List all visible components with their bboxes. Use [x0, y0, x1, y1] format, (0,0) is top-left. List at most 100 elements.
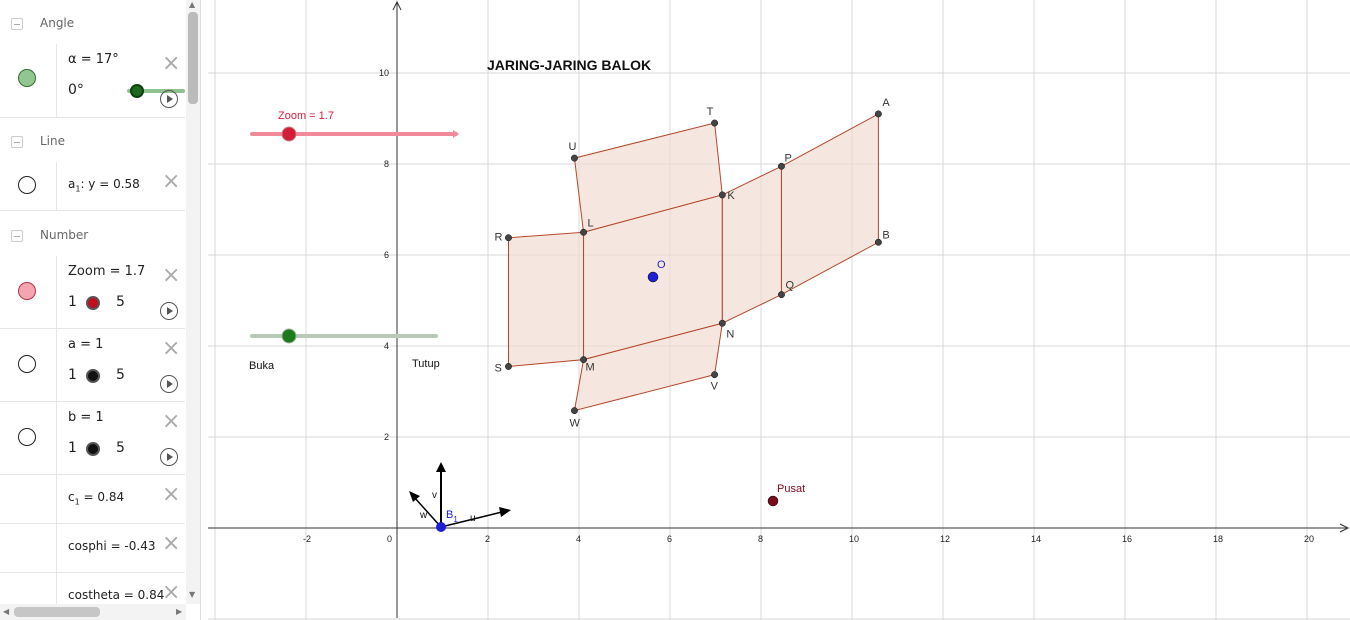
- a-row[interactable]: a = 1 1 5 ×: [0, 329, 185, 402]
- point-r[interactable]: [505, 234, 512, 242]
- x-tick-label: 4: [576, 534, 581, 544]
- zoom-slider-arrow-icon: [453, 130, 459, 138]
- icon-column: [0, 524, 57, 572]
- point-label-u: U: [568, 141, 576, 153]
- point-label-a: A: [882, 97, 890, 109]
- category-line[interactable]: Line: [0, 118, 185, 163]
- point-m[interactable]: [580, 356, 587, 364]
- play-icon[interactable]: [160, 90, 178, 108]
- category-number[interactable]: Number: [0, 212, 185, 257]
- zoom-definition[interactable]: Zoom = 1.7: [68, 264, 146, 279]
- vertical-scrollbar-thumb[interactable]: [188, 12, 198, 104]
- face-pabq[interactable]: [780, 113, 879, 296]
- point-n[interactable]: [718, 319, 726, 327]
- vertical-scrollbar[interactable]: ▲ ▼: [186, 0, 200, 604]
- cosphi-row[interactable]: cosphi = -0.43 ×: [0, 524, 185, 573]
- zoom-slider-label: Zoom = 1.7: [278, 110, 334, 122]
- x-tick-label: -2: [303, 534, 311, 544]
- visibility-marble-icon[interactable]: [18, 69, 36, 87]
- center-point-o[interactable]: [647, 271, 659, 283]
- point-t[interactable]: [711, 119, 719, 127]
- zoom-slider-knob[interactable]: [281, 126, 297, 142]
- scroll-up-icon[interactable]: ▲: [189, 0, 196, 9]
- point-q[interactable]: [778, 291, 785, 299]
- delete-icon[interactable]: ×: [162, 51, 181, 76]
- y-tick-label: 4: [384, 341, 389, 351]
- alpha-slider-min: 0°: [68, 82, 84, 98]
- c1-definition[interactable]: c1 = 0.84: [68, 490, 125, 507]
- net-faces[interactable]: [507, 113, 879, 412]
- cosphi-definition[interactable]: cosphi = -0.43: [68, 539, 156, 553]
- play-icon[interactable]: [160, 448, 178, 466]
- costheta-definition[interactable]: costheta = 0.84: [68, 588, 165, 602]
- point-b[interactable]: [874, 238, 882, 246]
- delete-icon[interactable]: ×: [162, 482, 181, 507]
- axes: [208, 0, 1350, 618]
- play-icon[interactable]: [160, 375, 178, 393]
- collapse-toggle-icon[interactable]: [11, 136, 23, 148]
- costheta-row[interactable]: costheta = 0.84 ×: [0, 573, 185, 605]
- point-k[interactable]: [718, 191, 726, 199]
- a-slider-max: 5: [116, 367, 125, 383]
- scroll-left-icon[interactable]: ◀: [3, 607, 10, 616]
- icon-column: [0, 256, 57, 328]
- alpha-slider-track[interactable]: [127, 89, 185, 93]
- point-label-l: L: [588, 217, 594, 229]
- point-v[interactable]: [711, 371, 719, 379]
- category-title: Angle: [40, 16, 75, 30]
- b-definition[interactable]: b = 1: [68, 410, 104, 425]
- horizontal-scrollbar-thumb[interactable]: [14, 607, 100, 617]
- delete-icon[interactable]: ×: [162, 531, 181, 556]
- point-u[interactable]: [571, 154, 578, 162]
- a-definition[interactable]: a = 1: [68, 337, 104, 352]
- visibility-marble-icon[interactable]: [18, 282, 36, 300]
- point-w[interactable]: [571, 407, 578, 415]
- visibility-marble-icon[interactable]: [18, 428, 36, 446]
- point-a[interactable]: [874, 110, 882, 118]
- visibility-marble-icon[interactable]: [18, 355, 36, 373]
- line-a1-row[interactable]: a1: y = 0.58 ×: [0, 162, 185, 211]
- alpha-slider-knob[interactable]: [130, 84, 144, 98]
- origin-label: B1: [446, 509, 458, 524]
- collapse-toggle-icon[interactable]: [11, 230, 23, 242]
- delete-icon[interactable]: ×: [162, 409, 181, 434]
- play-icon[interactable]: [160, 302, 178, 320]
- b-row[interactable]: b = 1 1 5 ×: [0, 402, 185, 475]
- zoom-slider-knob[interactable]: [86, 296, 100, 310]
- grid: [208, 0, 1350, 620]
- category-title: Line: [40, 134, 66, 148]
- a-slider-knob[interactable]: [86, 369, 100, 383]
- zoom-row[interactable]: Zoom = 1.7 1 5 ×: [0, 256, 185, 329]
- point-s[interactable]: [505, 363, 512, 370]
- point-label-p: P: [784, 152, 791, 164]
- point-p[interactable]: [778, 162, 785, 170]
- point-label-s: S: [494, 362, 501, 374]
- face-rlms[interactable]: [507, 231, 585, 368]
- delete-icon[interactable]: ×: [162, 169, 181, 194]
- x-tick-label: 2: [485, 534, 490, 544]
- alpha-definition[interactable]: α = 17°: [68, 52, 119, 67]
- open-slider-knob[interactable]: [281, 328, 297, 344]
- delete-icon[interactable]: ×: [162, 336, 181, 361]
- y-tick-label: 6: [384, 250, 389, 260]
- visibility-marble-icon[interactable]: [18, 176, 36, 194]
- line-a1-definition[interactable]: a1: y = 0.58: [68, 177, 140, 194]
- pusat-point[interactable]: [767, 495, 779, 507]
- point-l[interactable]: [580, 228, 587, 236]
- graphics-view[interactable]: -2 0 2 4 6 8 10 12 14 16 18 20 2 4 6 8 10 A B P Q T U K L R N M S V W…: [208, 0, 1350, 620]
- delete-icon[interactable]: ×: [162, 263, 181, 288]
- v-axis-label: v: [432, 490, 437, 501]
- category-angle[interactable]: Angle: [0, 0, 185, 45]
- point-label-v: V: [711, 381, 719, 393]
- c1-row[interactable]: c1 = 0.84 ×: [0, 475, 185, 524]
- b-slider-knob[interactable]: [86, 442, 100, 456]
- scroll-down-icon[interactable]: ▼: [189, 590, 196, 599]
- horizontal-scrollbar[interactable]: ◀ ▶: [0, 604, 186, 620]
- x-tick-label: 20: [1304, 534, 1314, 544]
- collapse-toggle-icon[interactable]: [11, 18, 23, 30]
- alpha-row[interactable]: α = 17° 0° ×: [0, 44, 185, 118]
- x-tick-label: 14: [1031, 534, 1041, 544]
- net-points[interactable]: A B P Q T U K L R N M S V W: [494, 97, 890, 430]
- delete-icon[interactable]: ×: [162, 580, 181, 605]
- scroll-right-icon[interactable]: ▶: [176, 607, 183, 616]
